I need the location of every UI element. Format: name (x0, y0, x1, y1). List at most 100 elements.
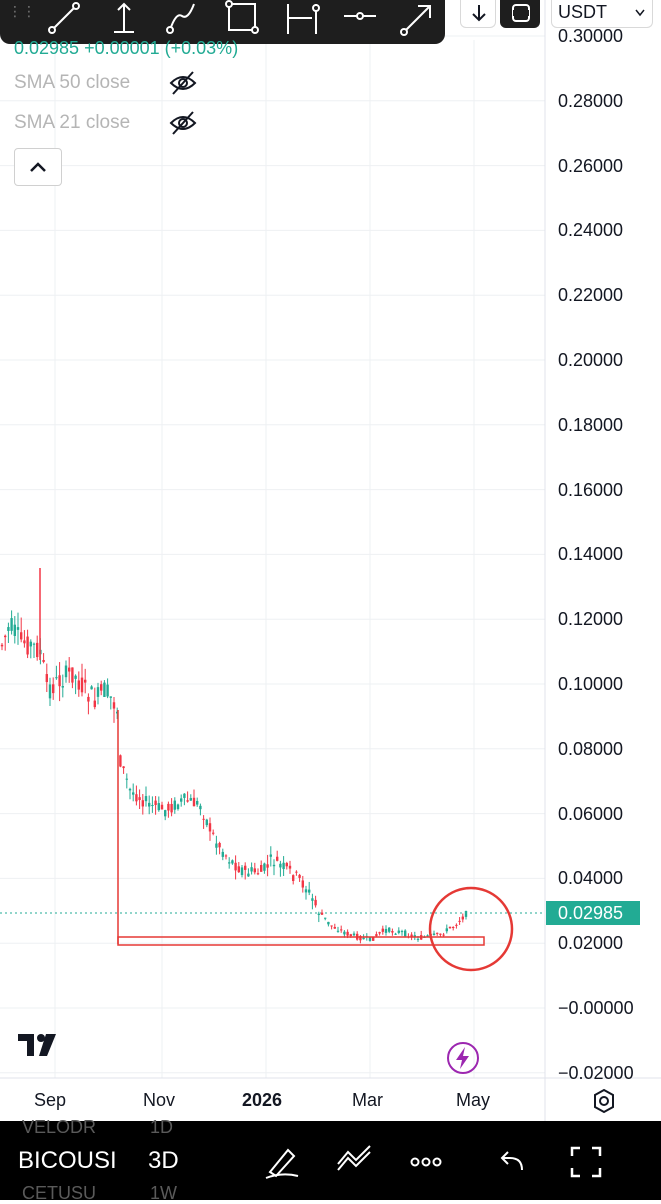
support-rectangle[interactable] (117, 936, 485, 946)
candle-body (276, 856, 279, 861)
highlight-circle[interactable] (428, 886, 514, 972)
horizontal-line-icon[interactable] (340, 0, 380, 40)
candle-body (68, 667, 71, 672)
candle-body (404, 930, 407, 937)
trend-line-icon[interactable] (44, 0, 84, 40)
candle-body (448, 926, 452, 929)
candle-body (26, 636, 29, 655)
candle-body (343, 931, 346, 935)
download-button[interactable] (460, 0, 496, 28)
candle-body (36, 642, 39, 658)
price-axis-label: 0.08000 (558, 738, 624, 759)
candle-body (260, 865, 263, 872)
candle-body (231, 860, 234, 864)
candle-body (384, 928, 388, 933)
candle-body (132, 792, 135, 795)
arrow-down-icon (472, 5, 486, 22)
candle-body (224, 855, 228, 857)
sma-50-label[interactable]: SMA 50 close (14, 72, 131, 93)
drag-handle-icon[interactable]: ⋮⋮ (8, 3, 36, 19)
candle-body (247, 873, 250, 877)
candle-body (368, 937, 372, 941)
candle-body (320, 912, 324, 915)
ghost-symbol-2: CETUSU (22, 1183, 97, 1203)
symbol-button[interactable]: BICOUSI (18, 1147, 117, 1174)
time-label-mar: Mar (352, 1090, 383, 1110)
candle-body (160, 804, 164, 810)
eye-off-icon[interactable] (168, 70, 198, 96)
candle-body (279, 863, 282, 868)
candle-body (308, 889, 311, 893)
candle-body (304, 889, 308, 893)
price-axis-label: 0.12000 (558, 609, 624, 630)
candle-body (378, 932, 381, 934)
candle-body (55, 677, 58, 679)
candle-body (80, 677, 84, 693)
candle-body (93, 700, 96, 708)
flash-icon[interactable] (446, 1041, 480, 1075)
candle-body (32, 643, 36, 645)
settings-gear-icon[interactable] (590, 1087, 618, 1115)
candle-body (125, 778, 128, 780)
candle-body (237, 866, 240, 873)
eye-off-icon[interactable] (168, 110, 198, 136)
candle-body (324, 917, 327, 919)
drawing-toolbar: ⋮⋮ (0, 0, 445, 44)
candle-body (436, 932, 439, 934)
candle-body (106, 684, 109, 697)
price-axis-label: 0.20000 (558, 350, 624, 370)
candle-body (442, 934, 445, 936)
candle-body (196, 800, 199, 805)
ghost-symbol-1: VELODR (22, 1117, 97, 1137)
candle-body (240, 867, 244, 876)
candle-body (64, 665, 68, 678)
collapse-legend-button[interactable] (14, 148, 62, 186)
candle-body (87, 696, 90, 702)
sma-21-label[interactable]: SMA 21 close (14, 112, 131, 133)
date-range-icon[interactable] (282, 0, 322, 40)
candle-body (74, 675, 77, 679)
candle-body (228, 862, 231, 864)
candle-body (148, 802, 151, 807)
price-axis-label: 0.14000 (558, 544, 624, 565)
candle-body (272, 864, 276, 867)
candle-body (48, 684, 52, 699)
candle-body (141, 800, 144, 807)
candle-body (333, 926, 336, 929)
candle-body (4, 635, 7, 638)
fullscreen-icon[interactable] (566, 1142, 606, 1182)
candle-body (295, 871, 298, 873)
brush-icon[interactable] (262, 1142, 302, 1182)
candle-body (311, 898, 314, 901)
ghost-interval-1: 1D (150, 1117, 174, 1137)
tradingview-logo-icon[interactable] (18, 1030, 66, 1060)
chart-style-icon[interactable] (334, 1142, 374, 1182)
undo-icon[interactable] (492, 1142, 532, 1182)
candle-body (410, 934, 413, 937)
more-icon[interactable] (406, 1142, 446, 1182)
candle-body (381, 928, 384, 932)
candle-body (208, 823, 212, 832)
currency-select[interactable]: USDT (551, 0, 653, 28)
frame-button[interactable] (500, 0, 540, 28)
candle-body (58, 675, 61, 687)
arrow-icon[interactable] (398, 0, 438, 40)
candle-body (7, 627, 10, 631)
candle-body (253, 868, 256, 873)
candle-body (151, 805, 154, 807)
rectangle-icon[interactable] (222, 0, 262, 40)
interval-button[interactable]: 3D (148, 1147, 179, 1174)
path-icon[interactable] (162, 0, 202, 40)
candle-body (20, 632, 23, 640)
vertical-measure-icon[interactable] (104, 0, 144, 40)
price-axis-label: 0.06000 (558, 803, 624, 824)
candle-body (250, 867, 253, 872)
candles (0, 568, 468, 944)
candle-body (394, 933, 397, 935)
candle-body (461, 916, 464, 920)
candle-body (52, 684, 55, 694)
candle-body (269, 854, 272, 857)
candle-body (218, 843, 221, 848)
frame-icon (512, 4, 530, 22)
